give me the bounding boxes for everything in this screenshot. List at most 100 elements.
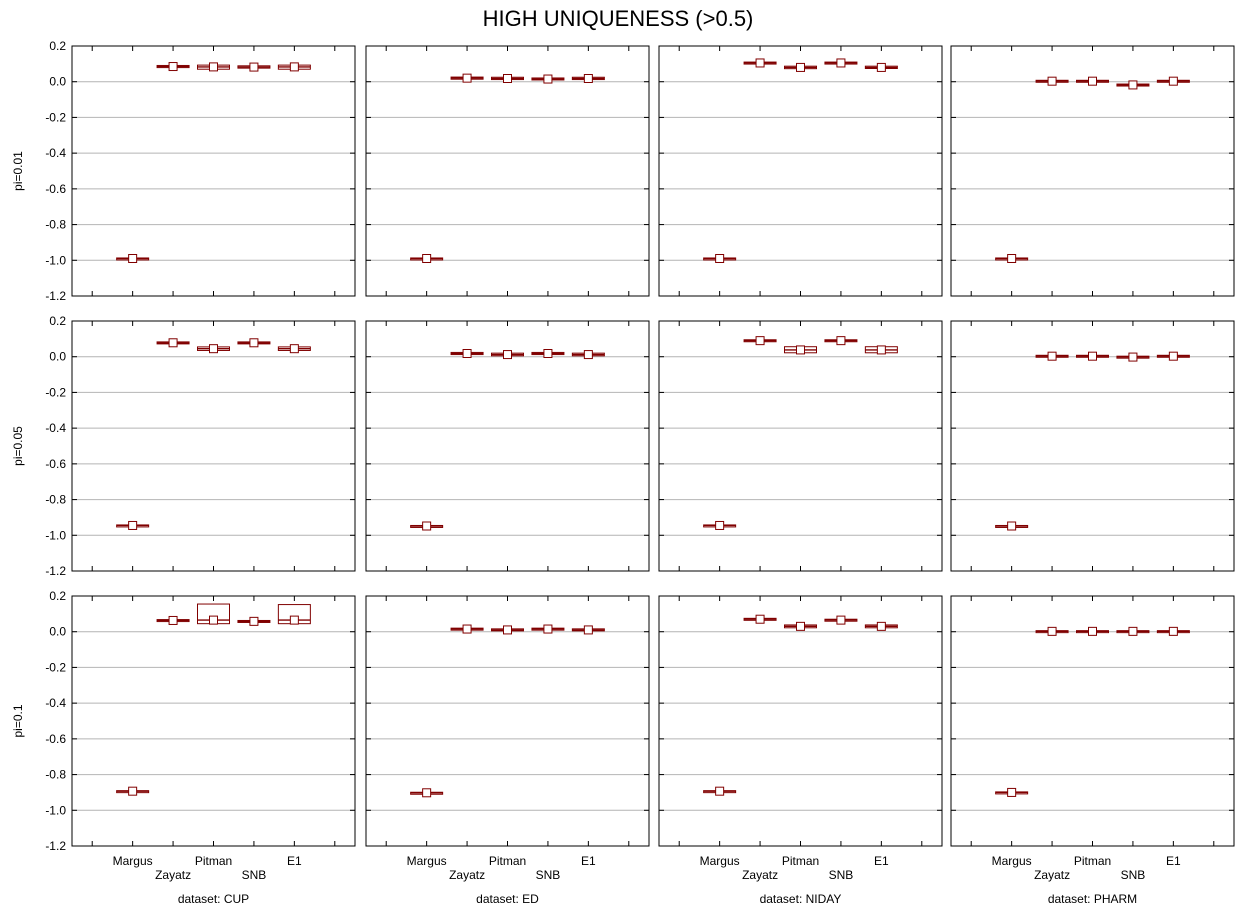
xtick-label-c1-e1: E1 <box>287 854 302 868</box>
median-marker-r1-c3-e1 <box>876 62 886 72</box>
ytick-label-r3-0: 0.2 <box>49 589 66 603</box>
median-marker-r1-c3-pitman <box>796 62 805 72</box>
ytick-label-r1-6: -1.0 <box>45 253 66 267</box>
ytick-label-r1-1: 0.0 <box>49 75 66 89</box>
xtick-label-c1-zayatz: Zayatz <box>155 868 191 882</box>
ytick-label-r2-7: -1.2 <box>45 564 66 578</box>
panel-frame-r1-c1 <box>71 45 356 297</box>
median-marker-r2-c1-e1 <box>289 344 299 354</box>
panel-frame-r3-c3 <box>658 595 943 847</box>
xtick-label-c4-margus: Margus <box>992 854 1032 868</box>
panel-frame-r3-c1 <box>71 595 356 847</box>
median-marker-r1-c4-snb <box>1128 80 1138 90</box>
median-marker-r3-c3-pitman <box>796 621 805 631</box>
ytick-label-r2-0: 0.2 <box>49 314 66 328</box>
ytick-label-r2-6: -1.0 <box>45 528 66 542</box>
xtick-label-c3-zayatz: Zayatz <box>742 868 778 882</box>
ytick-label-r1-5: -0.8 <box>45 218 66 232</box>
median-marker-r2-c1-snb <box>249 338 259 348</box>
median-marker-r3-c4-e1 <box>1168 626 1178 636</box>
ytick-label-r1-2: -0.2 <box>45 110 66 124</box>
median-marker-r3-c1-zayatz <box>168 615 178 625</box>
median-marker-r1-c4-e1 <box>1168 76 1178 86</box>
median-marker-r3-c4-margus <box>1007 787 1017 797</box>
median-marker-r1-c2-zayatz <box>462 73 472 83</box>
dataset-label-c1: dataset: CUP <box>178 892 249 906</box>
ytick-label-r2-5: -0.8 <box>45 493 66 507</box>
xtick-label-c1-snb: SNB <box>242 868 267 882</box>
row-label-r3: pi=0.1 <box>11 704 25 737</box>
median-marker-r1-c2-margus <box>422 254 432 263</box>
median-marker-r3-c4-pitman <box>1088 626 1097 636</box>
median-marker-r2-c4-pitman <box>1088 351 1097 361</box>
xtick-label-c2-e1: E1 <box>581 854 596 868</box>
panel-frame-r2-c1 <box>71 320 356 572</box>
median-marker-r2-c2-margus <box>422 521 432 531</box>
ytick-label-r3-3: -0.4 <box>45 696 66 710</box>
xtick-label-c3-snb: SNB <box>829 868 854 882</box>
ytick-label-r2-4: -0.6 <box>45 457 66 471</box>
ytick-label-r3-1: 0.0 <box>49 625 66 639</box>
dataset-label-c4: dataset: PHARM <box>1048 892 1137 906</box>
ytick-label-r1-7: -1.2 <box>45 289 66 303</box>
median-marker-r3-c2-e1 <box>583 625 593 635</box>
median-marker-r2-c1-zayatz <box>168 338 178 348</box>
median-marker-r2-c3-e1 <box>876 345 886 355</box>
xtick-label-c4-zayatz: Zayatz <box>1034 868 1070 882</box>
median-marker-r2-c3-zayatz <box>755 336 765 346</box>
xtick-label-c4-pitman: Pitman <box>1074 854 1111 868</box>
median-marker-r1-c4-zayatz <box>1047 76 1057 86</box>
median-marker-r1-c1-zayatz <box>168 62 178 72</box>
median-marker-r3-c2-zayatz <box>462 624 472 634</box>
xtick-label-c2-zayatz: Zayatz <box>449 868 485 882</box>
median-marker-r3-c4-zayatz <box>1047 626 1057 636</box>
ytick-label-r2-1: 0.0 <box>49 350 66 364</box>
median-marker-r1-c2-snb <box>543 74 553 84</box>
median-marker-r3-c2-pitman <box>503 625 512 635</box>
ytick-label-r2-3: -0.4 <box>45 421 66 435</box>
xtick-label-c4-snb: SNB <box>1121 868 1146 882</box>
xtick-label-c2-margus: Margus <box>407 854 447 868</box>
median-marker-r2-c1-pitman <box>209 344 218 354</box>
median-marker-r3-c1-margus <box>128 786 138 796</box>
xtick-label-c4-e1: E1 <box>1166 854 1181 868</box>
median-marker-r1-c1-e1 <box>289 62 299 72</box>
median-marker-r1-c1-margus <box>128 254 138 263</box>
median-marker-r3-c3-e1 <box>876 621 886 631</box>
median-marker-r2-c4-e1 <box>1168 351 1178 361</box>
median-marker-r3-c2-snb <box>543 624 553 634</box>
ytick-label-r1-4: -0.6 <box>45 182 66 196</box>
median-marker-r1-c3-snb <box>836 58 846 68</box>
ytick-label-r1-0: 0.2 <box>49 39 66 53</box>
median-marker-r1-c3-zayatz <box>755 58 765 68</box>
ytick-label-r3-7: -1.2 <box>45 839 66 853</box>
median-marker-r3-c3-snb <box>836 615 846 625</box>
xtick-label-c3-pitman: Pitman <box>782 854 819 868</box>
panel-frame-r2-c3 <box>658 320 943 572</box>
median-marker-r1-c3-margus <box>715 254 725 263</box>
median-marker-r1-c4-pitman <box>1088 76 1097 86</box>
xtick-label-c2-snb: SNB <box>536 868 561 882</box>
xtick-label-c1-pitman: Pitman <box>195 854 232 868</box>
median-marker-r1-c4-margus <box>1007 254 1017 263</box>
median-marker-r1-c2-pitman <box>503 74 512 83</box>
median-marker-r3-c3-zayatz <box>755 614 765 624</box>
ytick-label-r3-6: -1.0 <box>45 803 66 817</box>
median-marker-r1-c1-pitman <box>209 62 218 72</box>
median-marker-r2-c3-pitman <box>796 345 805 355</box>
median-marker-r3-c1-e1 <box>289 615 299 625</box>
ytick-label-r3-4: -0.6 <box>45 732 66 746</box>
median-marker-r3-c4-snb <box>1128 626 1138 636</box>
panel-frame-r1-c3 <box>658 45 943 297</box>
median-marker-r2-c2-pitman <box>503 350 512 360</box>
ytick-label-r2-2: -0.2 <box>45 385 66 399</box>
row-label-r2: pi=0.05 <box>11 426 25 466</box>
median-marker-r1-c2-e1 <box>583 74 593 83</box>
median-marker-r1-c1-snb <box>249 62 259 72</box>
xtick-label-c2-pitman: Pitman <box>489 854 526 868</box>
median-marker-r2-c4-snb <box>1128 352 1138 362</box>
chart-title: HIGH UNIQUENESS (>0.5) <box>483 6 754 31</box>
dataset-label-c2: dataset: ED <box>476 892 539 906</box>
